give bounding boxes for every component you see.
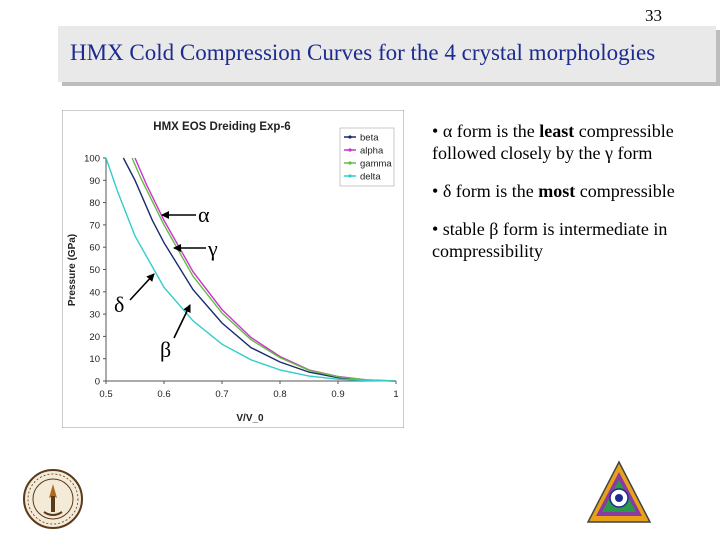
- greek-beta: β: [489, 219, 499, 239]
- bullet-emphasis: most: [538, 181, 576, 201]
- university-seal-logo: [23, 469, 83, 529]
- y-tick-label: 0: [95, 377, 100, 388]
- bullet-list: • α form is the least compressible follo…: [432, 120, 712, 278]
- page-number: 33: [645, 6, 662, 25]
- greek-delta: δ: [442, 181, 452, 201]
- chart-ticks: 0 10 20 30 40 50 60 70 80 90 100 0.5 0.6 0.7 0.8 0.9 1: [84, 154, 399, 401]
- consortium-triangle-logo: [586, 460, 652, 523]
- chart-legend: beta alpha gamma delta: [339, 127, 395, 187]
- greek-alpha: α: [442, 121, 453, 141]
- legend-label-beta: beta: [360, 133, 379, 144]
- x-tick-label: 0.8: [273, 389, 286, 400]
- beta-annotation: β: [160, 337, 171, 362]
- y-tick-label: 100: [84, 154, 100, 165]
- gamma-annotation: γ: [207, 236, 218, 261]
- legend-label-delta: delta: [360, 172, 381, 183]
- bullet-text: form is intermediate in compressibility: [432, 219, 668, 261]
- series-line-delta: [106, 157, 397, 382]
- legend-marker-beta: [348, 135, 352, 139]
- x-tick-label: 1: [393, 389, 398, 400]
- y-axis-label: Pressure (GPa): [67, 234, 78, 306]
- bullet-text: •: [432, 121, 443, 141]
- x-tick-label: 0.6: [157, 389, 170, 400]
- chart-series: [106, 157, 397, 382]
- series-line-gamma: [131, 157, 397, 382]
- greek-gamma: γ: [604, 143, 613, 163]
- x-axis-label: V/V_0: [236, 413, 264, 424]
- bullet-text: form is the: [452, 121, 540, 141]
- chart-title: HMX EOS Dreiding Exp-6: [153, 121, 290, 133]
- beta-arrow: [173, 304, 191, 339]
- legend-marker-delta: [348, 174, 352, 178]
- legend-marker-gamma: [348, 161, 352, 165]
- y-tick-label: 10: [89, 354, 100, 365]
- bullet-text: compressible followed closely by the: [432, 121, 674, 163]
- chart-annotations: αγ δ β: [114, 202, 218, 362]
- series-line-beta: [122, 157, 397, 382]
- legend-label-gamma: gamma: [360, 159, 392, 170]
- bullet-text: • stable: [432, 219, 490, 239]
- y-tick-label: 30: [89, 310, 100, 321]
- y-tick-label: 60: [89, 243, 100, 254]
- delta-annotation: δ: [114, 292, 124, 317]
- title-bar: HMX Cold Compression Curves for the 4 cr…: [58, 26, 716, 82]
- y-tick-label: 40: [89, 287, 100, 298]
- legend-marker-alpha: [348, 148, 352, 152]
- y-tick-label: 90: [89, 176, 100, 187]
- y-tick-label: 70: [89, 220, 100, 231]
- compression-chart: HMX EOS Dreiding Exp-6 Pressure (GPa) V/…: [62, 110, 404, 428]
- bullet-text: •: [432, 181, 443, 201]
- bullet-beta: • stable β form is intermediate in compr…: [432, 218, 712, 262]
- chart-panel: HMX EOS Dreiding Exp-6 Pressure (GPa) V/…: [62, 110, 404, 428]
- bullet-alpha: • α form is the least compressible follo…: [432, 120, 712, 164]
- bullet-text: form is the: [451, 181, 539, 201]
- x-tick-label: 0.9: [331, 389, 344, 400]
- bullet-emphasis: least: [539, 121, 575, 141]
- y-tick-label: 80: [89, 198, 100, 209]
- y-tick-label: 20: [89, 332, 100, 343]
- bullet-text: form: [612, 143, 653, 163]
- alpha-annotation: α: [198, 202, 210, 227]
- bullet-text: compressible: [575, 181, 675, 201]
- bullet-delta: • δ form is the most compressible: [432, 180, 712, 202]
- delta-arrow: [129, 273, 155, 301]
- x-tick-label: 0.5: [99, 389, 112, 400]
- y-tick-label: 50: [89, 265, 100, 276]
- x-tick-label: 0.7: [215, 389, 228, 400]
- slide-title: HMX Cold Compression Curves for the 4 cr…: [70, 40, 656, 65]
- legend-label-alpha: alpha: [360, 146, 384, 157]
